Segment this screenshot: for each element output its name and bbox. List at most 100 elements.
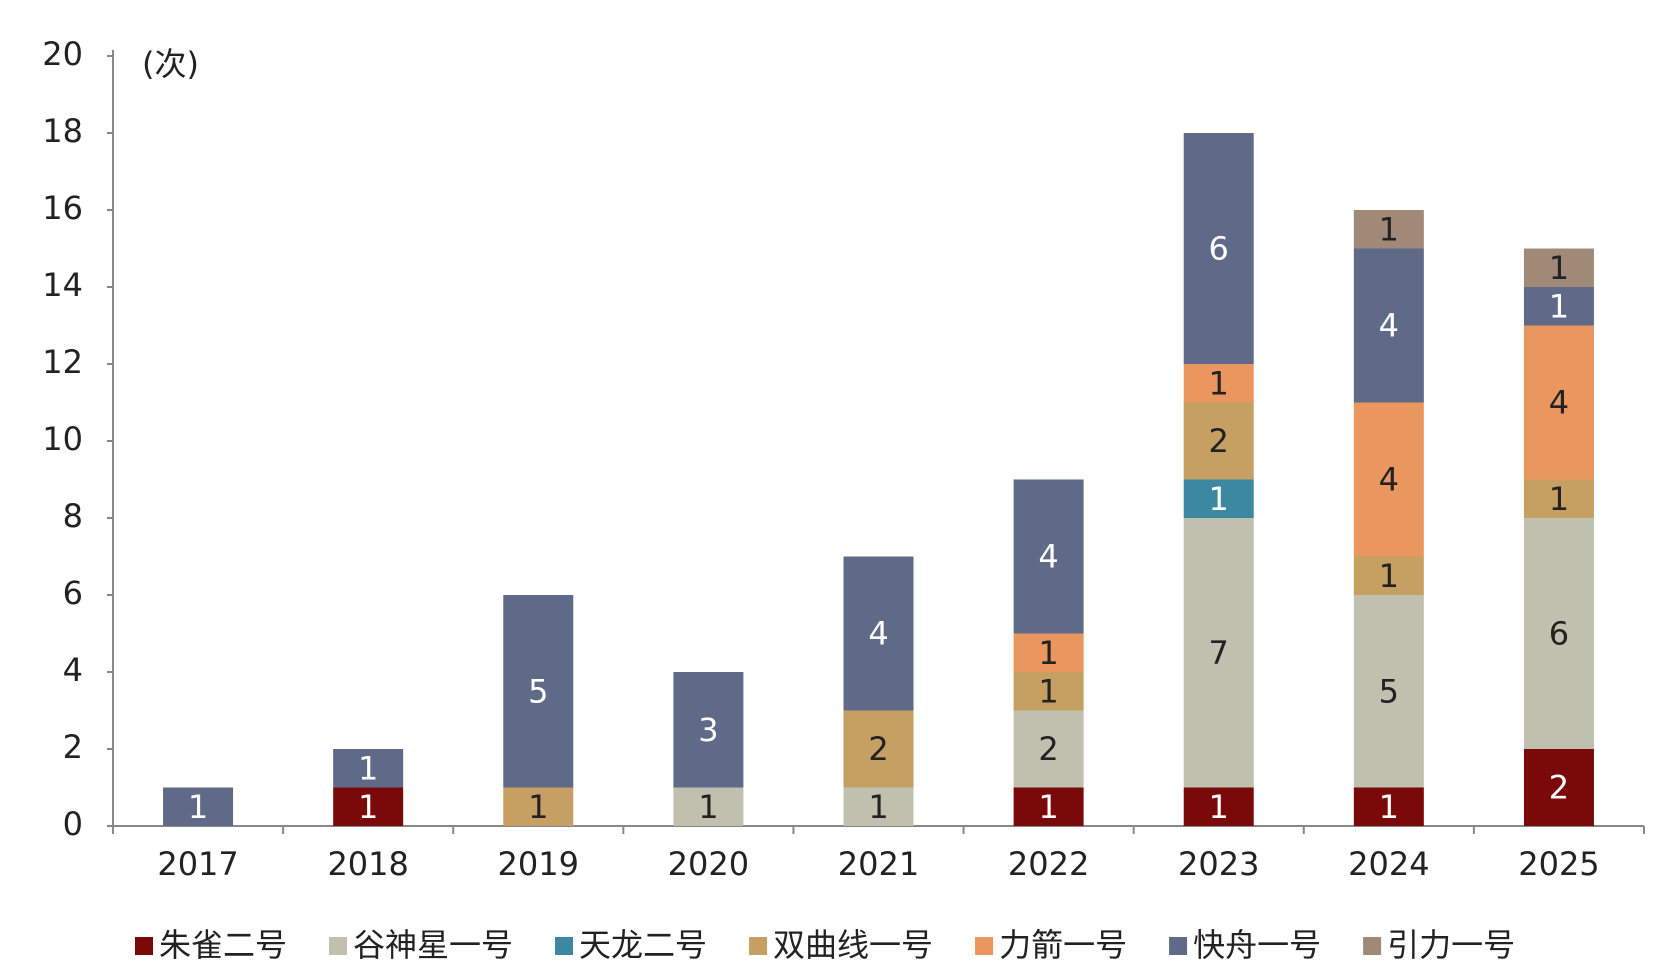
y-tick-label: 16: [42, 189, 83, 227]
legend-swatch: [975, 937, 994, 955]
data-label: 1: [1549, 287, 1569, 325]
y-tick-label: 0: [63, 805, 83, 843]
data-label: 1: [1379, 210, 1399, 248]
legend-swatch: [1363, 937, 1382, 955]
x-tick-label: 2025: [1518, 845, 1599, 883]
y-tick-label: 10: [42, 420, 83, 458]
legend-swatch: [1169, 937, 1188, 955]
bar-segment: [1183, 787, 1254, 826]
legend-label: 天龙二号: [579, 926, 707, 964]
data-label: 3: [698, 711, 718, 749]
x-tick-label: 2018: [327, 845, 408, 883]
bar-segment: [1013, 710, 1084, 788]
bar-segment: [1353, 402, 1424, 557]
legend-swatch: [329, 937, 348, 955]
x-tick-label: 2023: [1178, 845, 1259, 883]
data-label: 1: [868, 788, 888, 826]
legend-label: 双曲线一号: [773, 926, 933, 964]
data-label: 5: [1379, 672, 1399, 710]
bar-segment: [333, 749, 404, 788]
bar-segment: [1523, 287, 1594, 326]
bar-segment: [1183, 402, 1254, 480]
data-label: 1: [1038, 788, 1058, 826]
y-tick-label: 12: [42, 343, 83, 381]
legend-swatch: [135, 937, 153, 955]
bar-segment: [843, 710, 914, 788]
y-tick-label: 6: [63, 574, 83, 612]
data-label: 1: [1209, 788, 1229, 826]
data-label: 1: [528, 788, 548, 826]
data-label: 4: [1549, 384, 1569, 422]
bar-segment: [1013, 633, 1084, 672]
bar-segment: [1183, 479, 1254, 518]
x-tick-label: 2024: [1348, 845, 1429, 883]
data-label: 4: [1038, 538, 1058, 576]
x-tick-label: 2021: [838, 845, 919, 883]
data-label: 2: [1038, 730, 1058, 768]
legend-swatch: [749, 937, 768, 955]
bar-segment: [1353, 787, 1424, 826]
y-tick-label: 8: [63, 497, 83, 535]
bar-segment: [1183, 518, 1254, 788]
legend-label: 谷神星一号: [353, 926, 513, 964]
data-label: 1: [188, 788, 208, 826]
x-tick-label: 2017: [157, 845, 238, 883]
bar-segment: [843, 787, 914, 826]
bar-segment: [1183, 133, 1254, 364]
bar-segment: [1523, 518, 1594, 749]
bar-segment: [843, 556, 914, 711]
x-tick-label: 2022: [1008, 845, 1089, 883]
data-label: 1: [358, 749, 378, 787]
bar-segment: [1523, 325, 1594, 480]
x-tick-label: 2020: [668, 845, 749, 883]
legend-label: 力箭一号: [999, 926, 1127, 964]
y-tick-label: 20: [42, 35, 83, 73]
bar-segment: [333, 787, 404, 826]
data-label: 1: [1209, 480, 1229, 518]
data-label: 4: [868, 615, 888, 653]
bar-segment: [1353, 248, 1424, 403]
data-label: 1: [1379, 557, 1399, 595]
data-label: 1: [358, 788, 378, 826]
bar-segment: [1353, 556, 1424, 595]
data-label: 6: [1209, 230, 1229, 268]
bar-segment: [163, 787, 234, 826]
bar-segment: [1183, 364, 1254, 403]
data-label: 1: [1549, 480, 1569, 518]
data-label: 5: [528, 672, 548, 710]
legend-label: 朱雀二号: [159, 926, 287, 964]
data-label: 2: [1209, 422, 1229, 460]
bar-segment: [503, 595, 574, 788]
bar-segment: [1013, 672, 1084, 711]
bar-segment: [1013, 479, 1084, 634]
bar-segment: [503, 787, 574, 826]
data-label: 2: [868, 730, 888, 768]
data-label: 4: [1379, 461, 1399, 499]
legend-label: 引力一号: [1387, 926, 1515, 964]
y-tick-label: 18: [42, 112, 83, 150]
data-label: 1: [1549, 249, 1569, 287]
data-label: 4: [1379, 307, 1399, 345]
data-label: 2: [1549, 769, 1569, 807]
data-label: 1: [1379, 788, 1399, 826]
x-tick-label: 2019: [498, 845, 579, 883]
data-label: 1: [1038, 672, 1058, 710]
y-unit: (次): [142, 45, 199, 83]
y-tick-label: 4: [63, 651, 83, 689]
bar-segment: [1013, 787, 1084, 826]
data-label: 1: [1038, 634, 1058, 672]
y-tick-label: 14: [42, 266, 83, 304]
bar-segment: [1523, 479, 1594, 518]
bar-segment: [1353, 595, 1424, 788]
bar-segment: [1353, 210, 1424, 249]
data-label: 7: [1209, 634, 1229, 672]
bar-segment: [673, 672, 744, 788]
legend-label: 快舟一号: [1193, 926, 1321, 964]
bar-segment: [1523, 248, 1594, 287]
data-label: 1: [698, 788, 718, 826]
legend-swatch: [555, 937, 574, 955]
y-tick-label: 2: [63, 728, 83, 766]
data-label: 6: [1549, 615, 1569, 653]
data-label: 1: [1209, 364, 1229, 402]
